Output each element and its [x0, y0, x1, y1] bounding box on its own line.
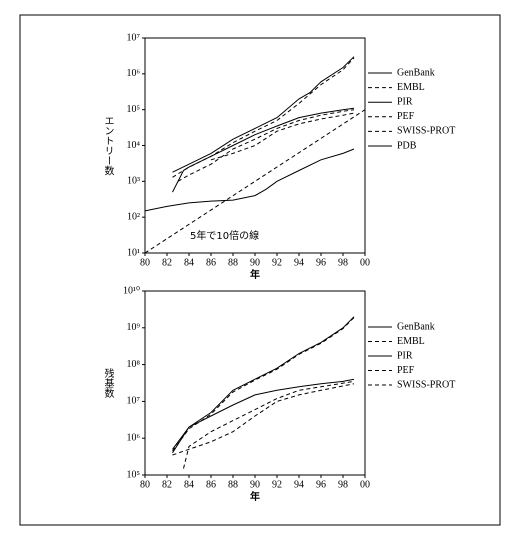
- y-tick-label: 10⁴: [127, 140, 141, 151]
- series-line: [172, 378, 355, 454]
- x-tick-label: 96: [316, 257, 326, 268]
- x-tick-label: 88: [228, 479, 238, 490]
- y-tick-label: 10⁶: [127, 68, 141, 79]
- legend-label: EMBL: [397, 336, 425, 347]
- x-tick-label: 00: [360, 479, 370, 490]
- legend-label: SWISS-PROT: [397, 126, 455, 137]
- x-tick-label: 84: [184, 479, 194, 490]
- x-tick-label: 00: [360, 257, 370, 268]
- reference-line: [144, 109, 366, 254]
- series-line: [172, 316, 355, 450]
- y-tick-label: 10¹: [127, 247, 140, 258]
- y-tick-label: 10⁶: [127, 432, 141, 443]
- x-tick-label: 98: [338, 479, 348, 490]
- plot-area: [144, 37, 366, 254]
- y-tick-label: 10⁷: [127, 32, 141, 43]
- legend-label: GenBank: [397, 67, 435, 78]
- x-tick-label: 90: [250, 257, 260, 268]
- x-tick-label: 98: [338, 257, 348, 268]
- legend-label: PIR: [397, 350, 413, 361]
- x-tick-label: 90: [250, 479, 260, 490]
- x-tick-label: 84: [184, 257, 194, 268]
- y-tick-label: 10²: [127, 211, 140, 222]
- legend-label: GenBank: [397, 321, 435, 332]
- frame: [19, 14, 501, 526]
- series-line: [144, 148, 355, 212]
- series-line: [172, 107, 355, 193]
- x-tick-label: 80: [140, 257, 150, 268]
- x-tick-label: 82: [162, 257, 172, 268]
- series-line: [172, 383, 355, 456]
- y-axis-label: エントリー数: [102, 116, 114, 177]
- x-tick-label: 88: [228, 257, 238, 268]
- annotation: 5年で10倍の線: [190, 229, 259, 242]
- x-tick-label: 94: [294, 257, 304, 268]
- y-tick-label: 10⁷: [127, 396, 141, 407]
- x-axis-label: 年: [250, 268, 260, 281]
- x-tick-label: 86: [206, 257, 216, 268]
- y-tick-label: 10⁹: [127, 322, 141, 333]
- series-line: [172, 317, 355, 452]
- series-line: [177, 109, 355, 182]
- y-axis-label: 残基数: [102, 367, 114, 399]
- y-tick-label: 10³: [127, 176, 140, 187]
- x-tick-label: 92: [272, 479, 282, 490]
- x-tick-label: 92: [272, 257, 282, 268]
- legend-label: PEF: [397, 365, 415, 376]
- x-tick-label: 82: [162, 479, 172, 490]
- y-tick-label: 10⁸: [127, 359, 141, 370]
- legend-label: PIR: [397, 96, 413, 107]
- legend-label: SWISS-PROT: [397, 379, 455, 390]
- series-line: [183, 380, 355, 469]
- y-tick-label: 10¹⁰: [123, 285, 140, 296]
- x-tick-label: 80: [140, 479, 150, 490]
- y-tick-label: 10⁵: [127, 104, 141, 115]
- series-line: [210, 112, 355, 161]
- x-axis-label: 年: [250, 490, 260, 503]
- legend-label: PEF: [397, 111, 415, 122]
- x-tick-label: 86: [206, 479, 216, 490]
- legend-label: EMBL: [397, 82, 425, 93]
- x-tick-label: 96: [316, 479, 326, 490]
- y-tick-label: 10⁵: [127, 469, 141, 480]
- legend-label: PDB: [397, 140, 417, 151]
- series-line: [172, 56, 355, 173]
- x-tick-label: 94: [294, 479, 304, 490]
